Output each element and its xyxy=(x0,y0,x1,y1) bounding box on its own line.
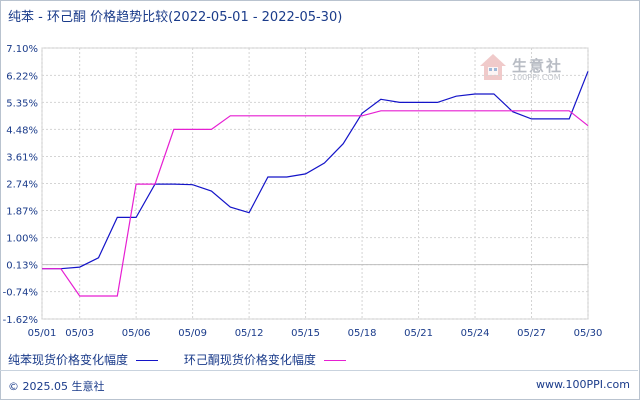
y-tick-label: 7.10% xyxy=(6,44,38,55)
y-tick-label: 1.00% xyxy=(6,234,38,245)
y-tick-label: -1.62% xyxy=(3,315,38,326)
x-tick-label: 05/06 xyxy=(122,328,151,339)
series-line-2 xyxy=(42,110,589,297)
x-tick-label: 05/12 xyxy=(235,328,264,339)
y-tick-label: 6.22% xyxy=(6,71,38,82)
logo-text: 生意社 xyxy=(512,57,564,75)
y-tick-label: 2.74% xyxy=(6,180,38,191)
legend-swatch-series-1 xyxy=(136,360,159,361)
legend-label-series-1: 纯苯现货价格变化幅度 xyxy=(8,353,129,367)
footer-copyright: © 2025.05 生意社 xyxy=(8,380,105,393)
brand-watermark: 生意社 100PPI.COM xyxy=(478,52,578,86)
legend-item-series-2: 环己酮现货价格变化幅度 xyxy=(184,351,346,368)
chart-legend: 纯苯现货价格变化幅度 环己酮现货价格变化幅度 xyxy=(8,351,368,368)
y-tick-label: 1.87% xyxy=(6,207,38,218)
chart-title: 纯苯 - 环己酮 价格趋势比较(2022-05-01 - 2022-05-30) xyxy=(8,10,343,25)
x-tick-label: 05/01 xyxy=(28,328,57,339)
legend-label-series-2: 环己酮现货价格变化幅度 xyxy=(183,353,316,367)
x-tick-label: 05/15 xyxy=(291,328,320,339)
x-tick-label: 05/03 xyxy=(65,328,94,339)
house-logo-icon xyxy=(480,54,506,80)
x-tick-label: 05/24 xyxy=(461,328,490,339)
legend-swatch-series-2 xyxy=(323,360,346,361)
y-tick-label: 0.13% xyxy=(6,261,38,272)
x-tick-label: 05/09 xyxy=(178,328,207,339)
series-line-1 xyxy=(42,71,589,270)
x-tick-label: 05/27 xyxy=(517,328,546,339)
y-tick-label: 4.48% xyxy=(6,125,38,136)
x-tick-label: 05/18 xyxy=(348,328,377,339)
y-tick-label: -0.74% xyxy=(3,288,38,299)
footer-url: www.100PPI.com xyxy=(536,378,630,391)
x-tick-label: 05/30 xyxy=(574,328,603,339)
footer-divider xyxy=(0,370,638,371)
logo-url: 100PPI.COM xyxy=(512,73,561,82)
legend-item-series-1: 纯苯现货价格变化幅度 xyxy=(8,351,159,368)
y-tick-label: 3.61% xyxy=(6,152,38,163)
y-tick-label: 5.35% xyxy=(6,98,38,109)
x-tick-label: 05/21 xyxy=(404,328,433,339)
